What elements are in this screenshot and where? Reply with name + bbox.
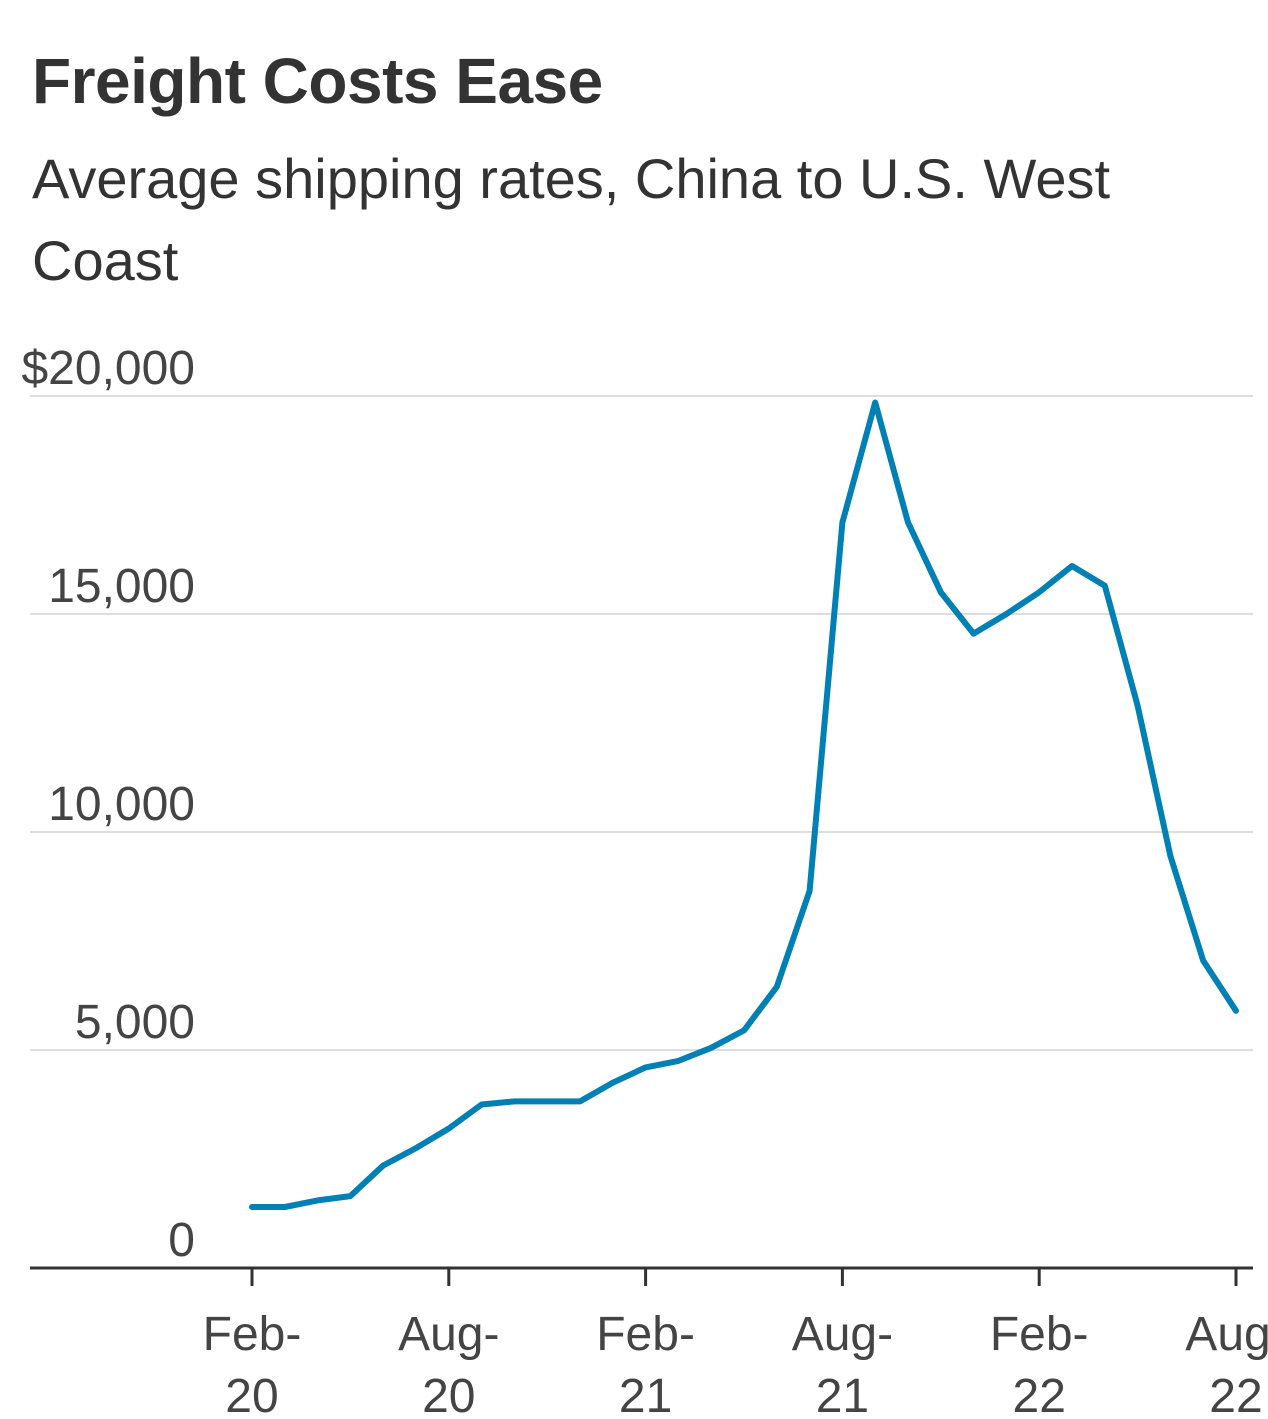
x-tick-label-year: 22	[1209, 1370, 1262, 1419]
x-tick-label-month: Aug-	[1185, 1308, 1268, 1361]
y-tick-label: 15,000	[48, 560, 195, 613]
gridlines	[30, 395, 1253, 1051]
x-axis-labels: Feb- 20 Aug- 20 Feb- 21 Aug- 21 Feb- 22 Aug- 22	[203, 1308, 1268, 1419]
x-axis-ticks	[250, 1268, 1238, 1286]
x-tick-label-year: 21	[619, 1370, 672, 1419]
x-tick-label-month: Feb-	[203, 1308, 302, 1361]
x-tick-label-month: Aug-	[792, 1308, 893, 1361]
y-tick-label: $20,000	[21, 342, 195, 395]
x-tick-label-year: 20	[422, 1370, 475, 1419]
chart-title: Freight Costs Ease	[32, 45, 603, 117]
y-axis-labels: 0 5,000 10,000 15,000 $20,000	[21, 342, 195, 1267]
x-tick-label-year: 20	[225, 1370, 278, 1419]
chart-subtitle: Average shipping rates, China to U.S. We…	[32, 147, 1111, 292]
x-tick-label-year: 22	[1013, 1370, 1066, 1419]
y-tick-label: 5,000	[75, 996, 195, 1049]
y-tick-label: 0	[168, 1214, 195, 1267]
x-tick-label-month: Feb-	[990, 1308, 1089, 1361]
x-tick-label-month: Feb-	[596, 1308, 695, 1361]
series-group	[249, 399, 1239, 1210]
series-line	[249, 399, 1239, 1210]
x-tick-label-year: 21	[816, 1370, 869, 1419]
y-tick-label: 10,000	[48, 778, 195, 831]
x-tick-label-month: Aug-	[398, 1308, 499, 1361]
